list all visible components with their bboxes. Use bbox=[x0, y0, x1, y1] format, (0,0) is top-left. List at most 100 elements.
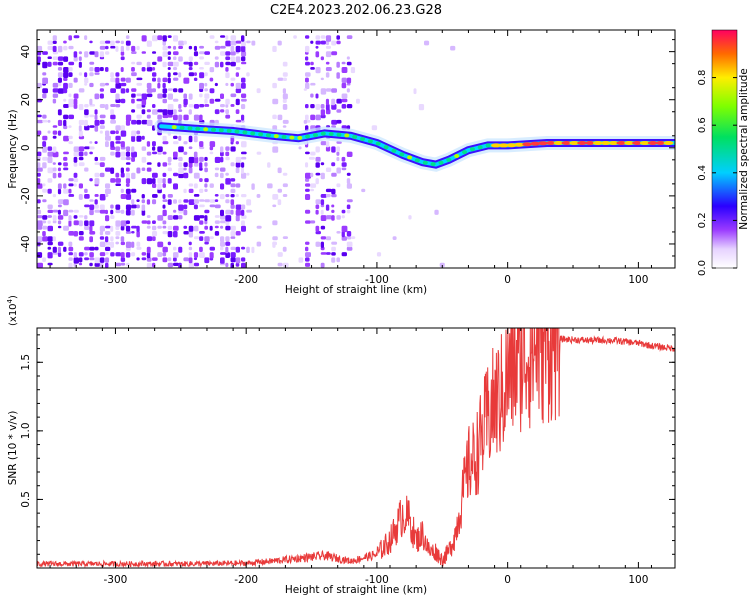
heatmap-cell bbox=[68, 231, 75, 236]
heatmap-cell bbox=[94, 209, 101, 213]
heatmap-cell bbox=[125, 151, 131, 157]
heatmap-cell bbox=[241, 104, 246, 110]
heatmap-cell bbox=[199, 220, 204, 225]
heatmap-cell bbox=[193, 199, 199, 204]
heatmap-cell bbox=[173, 199, 177, 204]
heatmap-cell bbox=[272, 268, 275, 272]
heatmap-cell bbox=[52, 220, 57, 224]
heatmap-cell bbox=[315, 209, 319, 215]
heatmap-cell bbox=[99, 67, 104, 72]
heatmap-cell bbox=[173, 156, 178, 160]
heatmap-cell bbox=[310, 93, 314, 98]
heatmap-cell bbox=[325, 167, 332, 172]
heatmap-cell bbox=[320, 40, 326, 45]
ridge-hotspot bbox=[218, 128, 224, 133]
heatmap-cell bbox=[316, 268, 320, 273]
x-tick-label: -300 bbox=[104, 574, 128, 586]
heatmap-cell bbox=[392, 236, 397, 240]
heatmap-cell bbox=[105, 236, 109, 243]
heatmap-cell bbox=[246, 172, 250, 176]
heatmap-cell bbox=[204, 241, 209, 245]
heatmap-cell bbox=[57, 199, 64, 204]
heatmap-cell bbox=[42, 162, 47, 169]
heatmap-cell bbox=[188, 225, 194, 232]
heatmap-cell bbox=[99, 104, 106, 108]
heatmap-cell bbox=[42, 77, 48, 84]
heatmap-cell bbox=[303, 88, 307, 91]
heatmap-cell bbox=[214, 231, 220, 236]
heatmap-cell bbox=[315, 93, 319, 99]
heatmap-cell bbox=[178, 199, 182, 204]
heatmap-cell bbox=[220, 257, 225, 264]
heatmap-cell bbox=[68, 82, 73, 88]
heatmap-cell bbox=[178, 162, 183, 168]
heatmap-cell bbox=[73, 162, 78, 167]
heatmap-cell bbox=[193, 215, 200, 221]
heatmap-cell bbox=[162, 183, 166, 188]
heatmap-cell bbox=[178, 135, 182, 141]
heatmap-cell bbox=[162, 199, 168, 202]
heatmap-cell bbox=[204, 61, 210, 65]
ridge-hotspot bbox=[383, 145, 389, 150]
heatmap-cell bbox=[115, 151, 121, 158]
heatmap-cell bbox=[162, 257, 168, 263]
heatmap-cell bbox=[162, 225, 167, 229]
heatmap-cell bbox=[376, 252, 382, 257]
heatmap-cell bbox=[199, 268, 204, 274]
heatmap-cell bbox=[162, 61, 167, 68]
heatmap-cell bbox=[47, 119, 51, 123]
heatmap-cell bbox=[73, 172, 78, 178]
heatmap-cell bbox=[315, 45, 319, 49]
heatmap-cell bbox=[120, 98, 126, 104]
heatmap-cell bbox=[214, 98, 221, 102]
heatmap-cell bbox=[241, 114, 245, 121]
colorbar-gradient bbox=[711, 29, 738, 269]
heatmap-cell bbox=[188, 188, 194, 193]
heatmap-cell bbox=[173, 252, 179, 258]
heatmap-cell bbox=[346, 61, 352, 66]
heatmap-cell bbox=[241, 156, 247, 160]
heatmap-cell bbox=[199, 162, 203, 169]
ridge-hotspot bbox=[328, 132, 334, 136]
ridge-hotspot bbox=[313, 133, 318, 138]
heatmap-cell bbox=[167, 199, 172, 205]
heatmap-cell bbox=[246, 199, 252, 206]
heatmap-cell bbox=[336, 119, 342, 124]
heatmap-cell bbox=[162, 35, 167, 42]
heatmap-cell bbox=[47, 40, 54, 45]
heatmap-cell bbox=[225, 262, 229, 268]
heatmap-cell bbox=[310, 188, 314, 192]
heatmap-cell bbox=[173, 257, 177, 262]
heatmap-cell bbox=[167, 77, 171, 84]
heatmap-cell bbox=[282, 125, 287, 128]
heatmap-cell bbox=[199, 236, 204, 241]
heatmap-cell bbox=[424, 40, 430, 46]
heatmap-cell bbox=[100, 268, 105, 274]
heatmap-cell bbox=[37, 178, 41, 184]
heatmap-cell bbox=[235, 45, 241, 53]
heatmap-cell bbox=[310, 220, 316, 224]
ridge-hotspot bbox=[360, 137, 365, 141]
heatmap-cell bbox=[47, 225, 53, 232]
y-tick-label: 1.5 bbox=[20, 354, 32, 371]
heatmap-cell bbox=[105, 215, 110, 222]
heatmap-cell bbox=[220, 156, 224, 163]
ridge-hotspot bbox=[171, 125, 177, 130]
heatmap-cell bbox=[209, 183, 214, 188]
heatmap-cell bbox=[199, 56, 204, 60]
heatmap-cell bbox=[136, 204, 140, 209]
heatmap-cell bbox=[120, 257, 126, 262]
heatmap-cell bbox=[47, 236, 53, 242]
heatmap-cell bbox=[52, 172, 57, 179]
heatmap-cell bbox=[214, 156, 221, 163]
heatmap-cell bbox=[89, 125, 95, 128]
heatmap-cell bbox=[162, 77, 168, 83]
heatmap-cell bbox=[214, 172, 219, 178]
heatmap-cell bbox=[99, 172, 105, 178]
heatmap-cell bbox=[131, 146, 135, 153]
ridge-hotspot bbox=[530, 141, 541, 146]
heatmap-cell bbox=[115, 45, 119, 52]
heatmap-cell bbox=[204, 215, 208, 222]
heatmap-cell bbox=[336, 72, 340, 79]
heatmap-cell bbox=[346, 151, 353, 157]
